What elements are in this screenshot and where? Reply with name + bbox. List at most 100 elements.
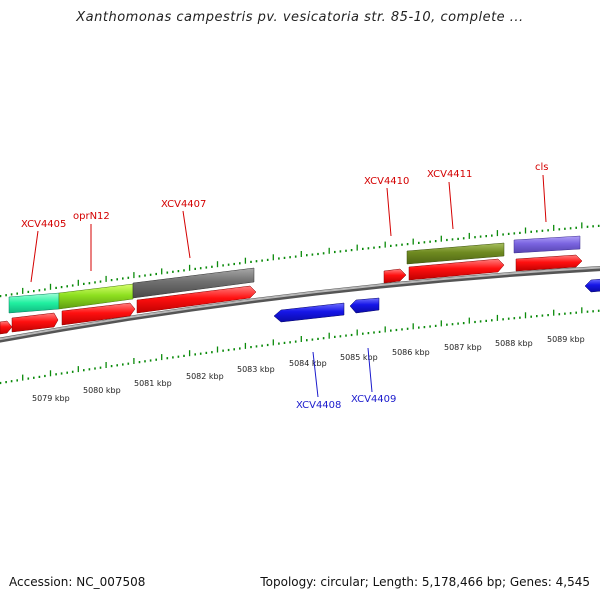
ruler-minor-tick	[451, 238, 454, 241]
gene-arrow-fwd-4[interactable]	[136, 285, 257, 314]
ruler-minor-tick	[0, 295, 2, 298]
gene-label-xcv4410[interactable]: XCV4410	[364, 176, 409, 187]
gene-xcv4405[interactable]	[8, 292, 60, 314]
ruler-minor-tick	[373, 331, 375, 334]
ruler-minor-tick	[378, 246, 381, 249]
ruler-minor-tick	[16, 292, 18, 295]
ruler-minor-tick	[71, 370, 74, 373]
ruler-minor-tick	[418, 241, 420, 244]
ruler-minor-tick	[172, 270, 174, 273]
ruler-minor-tick	[519, 231, 521, 234]
ruler-minor-tick	[373, 246, 375, 249]
ruler-minor-tick	[138, 275, 141, 278]
ruler-minor-tick	[575, 226, 577, 229]
gene-arrow-fwd-7[interactable]	[515, 254, 583, 272]
gene-xcv4409[interactable]	[349, 297, 380, 314]
ruler-minor-tick	[311, 338, 314, 341]
ruler-minor-tick	[266, 258, 269, 261]
ruler-minor-tick	[485, 319, 487, 322]
ruler-minor-tick	[144, 274, 146, 277]
gene-label-xcv4411[interactable]: XCV4411	[427, 169, 472, 180]
ruler-minor-tick	[434, 240, 437, 243]
ruler-minor-tick	[183, 354, 185, 357]
gene-oprn12[interactable]	[58, 283, 134, 310]
ruler-minor-tick	[255, 260, 258, 263]
ruler-minor-tick	[294, 255, 297, 258]
ruler-minor-tick	[401, 328, 403, 331]
ruler-minor-tick	[564, 227, 566, 230]
ruler-minor-tick	[60, 286, 63, 289]
ruler-minor-tick	[367, 247, 370, 250]
leader-xcv4405	[30, 230, 39, 283]
scale-label-5088: 5088 kbp	[495, 339, 533, 348]
ruler-minor-tick	[322, 337, 325, 340]
ruler-minor-tick	[94, 281, 96, 284]
ruler-minor-tick	[60, 372, 63, 375]
gene-label-cls[interactable]: cls	[535, 162, 549, 173]
scale-label-5086: 5086 kbp	[392, 348, 430, 357]
forward-lane-red	[0, 254, 583, 335]
ruler-minor-tick	[339, 250, 342, 253]
ruler-minor-tick	[205, 351, 208, 354]
scale-label-5089: 5089 kbp	[547, 335, 585, 344]
ruler-minor-tick	[10, 380, 13, 383]
ruler-minor-tick	[239, 262, 241, 265]
gene-arrow-fwd-2[interactable]	[11, 312, 59, 333]
gene-arrow-fwd-6[interactable]	[408, 258, 505, 281]
ruler-minor-tick	[99, 280, 102, 283]
ruler-minor-tick	[491, 234, 493, 237]
ruler-minor-tick	[250, 346, 252, 349]
gene-label-xcv4405[interactable]: XCV4405	[21, 219, 66, 230]
ruler-minor-tick	[166, 271, 169, 274]
ruler-minor-tick	[127, 362, 130, 365]
ruler-minor-tick	[5, 381, 7, 384]
gene-arrow-rev-edge[interactable]	[584, 278, 600, 293]
ruler-minor-tick	[536, 230, 538, 233]
gene-label-xcv4408[interactable]: XCV4408	[296, 400, 341, 411]
ruler-minor-tick	[211, 351, 213, 354]
leader-xcv4411	[448, 181, 454, 230]
ruler-minor-tick	[541, 314, 544, 317]
ruler-minor-tick	[401, 243, 403, 246]
ruler-minor-tick	[339, 335, 342, 338]
gene-label-oprn12[interactable]: oprN12	[73, 211, 110, 222]
ruler-minor-tick	[334, 335, 336, 338]
ruler-minor-tick	[513, 232, 516, 235]
ruler-minor-tick	[99, 366, 102, 369]
ruler-minor-tick	[547, 229, 549, 232]
ruler-minor-tick	[597, 309, 600, 312]
gene-cls[interactable]	[513, 235, 581, 254]
scale-label-5087: 5087 kbp	[444, 343, 482, 352]
ruler-minor-tick	[233, 262, 235, 266]
ruler-minor-tick	[33, 376, 35, 379]
upper-tick-ruler	[0, 222, 600, 298]
ruler-minor-tick	[177, 270, 180, 273]
ruler-minor-tick	[266, 343, 269, 347]
gene-label-xcv4407[interactable]: XCV4407	[161, 199, 206, 210]
gene-xcv4411[interactable]	[406, 242, 505, 265]
leader-xcv4408	[312, 351, 319, 398]
gene-arrow-fwd-5[interactable]	[383, 268, 407, 284]
ruler-minor-tick	[474, 320, 476, 324]
ruler-minor-tick	[38, 289, 41, 292]
ruler-minor-tick	[362, 247, 364, 250]
ruler-minor-tick	[155, 358, 157, 361]
gene-arrow-fwd-3[interactable]	[61, 302, 136, 326]
ruler-minor-tick	[395, 328, 398, 332]
ruler-minor-tick	[94, 367, 96, 370]
ruler-minor-tick	[278, 342, 280, 345]
ruler-minor-tick	[519, 316, 521, 319]
gene-xcv4408[interactable]	[273, 302, 345, 323]
ruler-minor-tick	[530, 315, 532, 318]
leader-cls	[542, 174, 547, 223]
lower-tick-ruler	[0, 307, 600, 385]
ruler-minor-tick	[289, 256, 291, 259]
gene-arrow-fwd-1[interactable]	[0, 320, 13, 335]
gene-label-xcv4409[interactable]: XCV4409	[351, 394, 396, 405]
ruler-minor-tick	[446, 323, 448, 326]
ruler-minor-tick	[283, 341, 286, 344]
ruler-minor-tick	[423, 326, 426, 329]
ruler-minor-tick	[345, 249, 347, 252]
ruler-minor-tick	[592, 225, 594, 228]
gene-xcv4407[interactable]	[132, 267, 255, 299]
